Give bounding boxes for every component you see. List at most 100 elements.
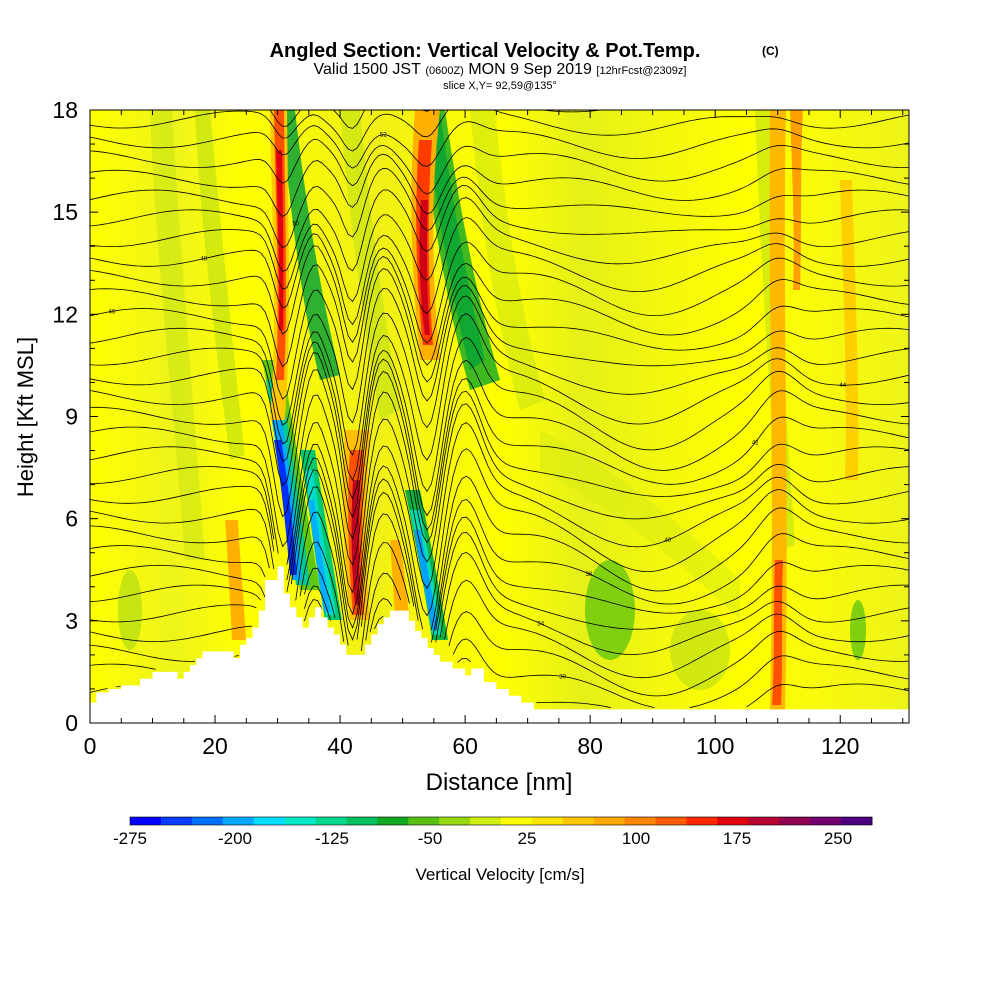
updraft-core [419,200,430,335]
low-level-blob [585,560,635,660]
theta-contour-line [90,167,909,249]
colorbar-swatch [284,817,316,825]
updraft-core [276,150,284,330]
low-level-blob [850,600,866,660]
theta-contour-label: 42 [752,440,759,446]
colorbar-swatch [593,817,626,825]
updraft-plumes [225,110,859,710]
theta-contour-line [90,390,909,566]
colorbar-swatch [408,817,440,825]
subtitle-zulu: (0600Z) [425,65,464,77]
colorbar-tick-label: -125 [315,829,349,848]
colorbar-swatch [439,817,471,825]
y-tick-label: 12 [52,301,78,327]
y-axis-ticks: 0 3 6 9 12 15 18 [52,97,909,736]
subtitle-fcst: [12hrFcst@2309z] [596,65,686,77]
subtitle-valid: Valid 1500 JST [314,61,422,78]
x-tick-label: 100 [696,733,734,759]
theta-contour-line [90,256,909,368]
title-unit: (C) [762,44,779,58]
theta-contour-line [90,448,909,630]
low-level-blob [670,610,730,690]
colorbar-swatch [562,817,595,825]
subtitle-line: Valid 1500 JST (0600Z) MON 9 Sep 2019 [1… [314,61,687,78]
x-axis-ticks: 0 20 40 60 80 100 120 [84,110,904,759]
x-tick-label: 20 [202,733,228,759]
colorbar-tick-label: -200 [218,829,252,848]
x-tick-label: 80 [577,733,603,759]
theta-contour-line [90,313,909,482]
theta-contour-line [90,611,909,697]
theta-contour-line [90,268,909,400]
y-tick-label: 18 [52,97,78,123]
theta-contour-line [90,370,909,548]
downdraft-lobe [280,110,340,380]
colorbar-swatch [531,817,564,825]
colorbar-ticks: -275 -200 -125 -50 25 100 175 250 [113,829,852,848]
theta-contour-label: 52 [380,133,387,139]
theta-contour-label: 46 [109,309,116,315]
theta-contour-label: 44 [839,383,846,389]
theta-contours [90,110,909,709]
theta-contour-label: 48 [200,257,207,263]
colorbar-swatch [810,817,842,825]
colorbar-tick-label: 250 [824,829,852,848]
colorbar-swatch [686,817,718,825]
theta-contour-line [90,241,909,344]
colorbar-tick-label: -275 [113,829,147,848]
colorbar-swatch [501,817,533,825]
updraft-core [351,480,360,605]
green-band [150,110,205,560]
theta-contour-line [90,197,909,303]
colorbar-frame [129,816,873,826]
theta-contour-labels: 30 34 38 40 42 44 46 48 50 52 [109,133,847,681]
green-band [470,110,545,410]
theta-contour-line [90,285,909,426]
y-tick-label: 3 [65,608,78,634]
x-tick-label: 0 [84,733,97,759]
colorbar-swatch [841,817,873,825]
theta-contour-line [90,403,909,594]
green-band [540,430,740,620]
colorbar-swatch [315,817,347,825]
downdraft-core [308,500,331,612]
colorbar-swatch [222,817,255,825]
theta-contour-line [90,121,909,169]
subtitle-date: MON 9 Sep 2019 [468,61,592,78]
theta-contour-line [90,513,909,642]
theta-contour-label: 30 [559,674,566,680]
colorbar-swatch [717,817,749,825]
colorbar-swatch [160,817,193,825]
terrain [90,566,909,723]
colorbar-swatch [470,817,502,825]
colorbar-tick-label: -50 [418,829,443,848]
theta-contour-line [90,358,909,519]
colorbar-swatch [253,817,286,825]
x-tick-label: 60 [452,733,478,759]
x-tick-label: 120 [821,733,859,759]
y-tick-label: 6 [65,506,78,532]
colorbar [129,816,873,826]
updraft-plume [225,520,246,640]
updraft-plume [790,110,803,290]
theta-contour-line [90,579,909,679]
downdraft-lobe [425,110,485,370]
low-level-blobs [118,560,866,690]
theta-contour-label: 38 [586,572,593,578]
theta-contour-line [90,110,909,152]
colorbar-swatch [748,817,780,825]
theta-contour-line [90,658,909,708]
y-axis-label: Height [Kft MSL] [13,337,38,497]
theta-contour-line [90,185,909,272]
theta-contour-line [90,422,909,616]
theta-contour-line [90,336,909,500]
colorbar-tick-label: 100 [622,829,650,848]
colorbar-label: Vertical Velocity [cm/s] [415,865,584,884]
y-tick-label: 15 [52,199,78,225]
colorbar-swatch [377,817,409,825]
theta-contour-line [90,295,909,456]
theta-contour-line [90,638,909,709]
theta-contour-line [90,531,909,652]
colorbar-tick-label: 175 [723,829,751,848]
